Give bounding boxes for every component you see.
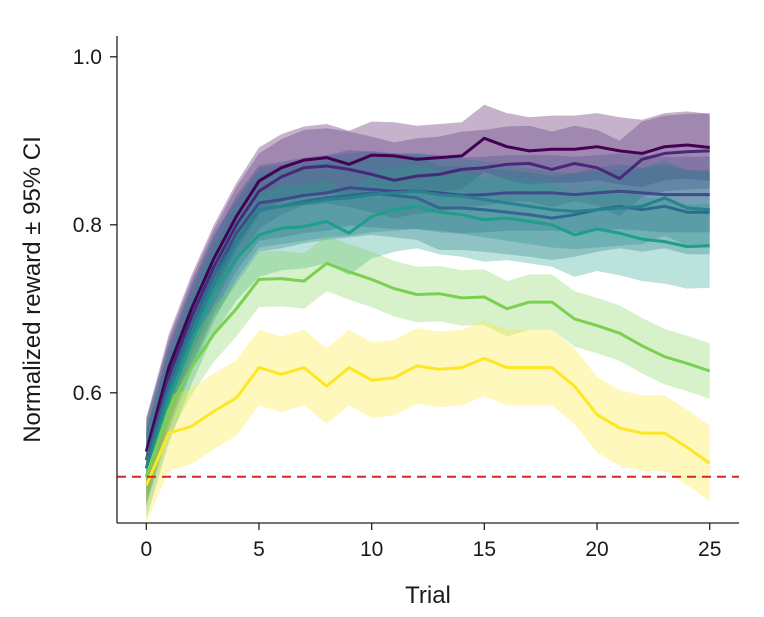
series-line-2 xyxy=(144,149,710,461)
x-tick-label: 20 xyxy=(585,538,608,561)
ci-band-4 xyxy=(146,150,710,502)
series-line-6 xyxy=(144,204,710,478)
series-line-7 xyxy=(144,261,711,478)
x-tick-label: 10 xyxy=(360,538,383,561)
x-tick-label: 5 xyxy=(253,538,265,561)
ci-band-5 xyxy=(146,153,710,507)
ci-band-6 xyxy=(146,164,710,519)
y-tick-label: 0.6 xyxy=(73,382,102,405)
y-tick-label: 0.8 xyxy=(73,214,102,237)
ci-band-1 xyxy=(146,104,710,486)
series-line-8 xyxy=(144,356,711,486)
ci-band-3 xyxy=(146,150,710,507)
y-axis-title: Normalized reward ± 95% CI xyxy=(19,136,46,443)
series-line-5 xyxy=(144,189,710,469)
x-tick-label: 15 xyxy=(473,538,496,561)
y-tick-label: 1.0 xyxy=(73,46,102,69)
series-lines xyxy=(144,136,711,486)
x-tick-label: 25 xyxy=(698,538,721,561)
axes: 0 5 10 15 20 25 0.6 0.8 1.0 xyxy=(73,36,739,561)
ci-band-7 xyxy=(146,235,710,505)
series-line-1 xyxy=(144,136,710,452)
x-axis-title: Trial xyxy=(405,582,451,609)
ci-band-2 xyxy=(146,113,710,498)
x-tick-label: 0 xyxy=(140,538,152,561)
